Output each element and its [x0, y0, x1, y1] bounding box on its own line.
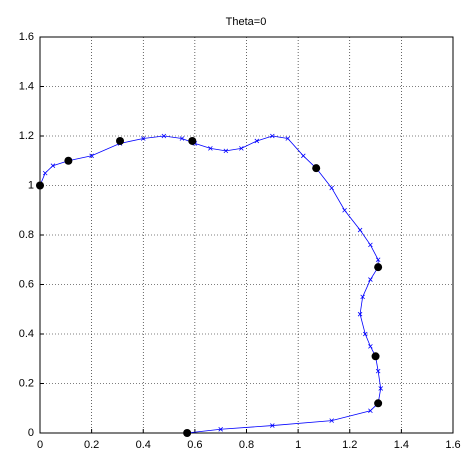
data-line	[39, 135, 382, 434]
x-tick-label: 0.2	[84, 439, 99, 451]
x-tick-label: 1.6	[445, 439, 460, 451]
x-tick-label: 0.4	[136, 439, 151, 451]
point-marker	[374, 399, 383, 408]
point-marker	[36, 181, 44, 190]
y-tick-label: 1.4	[19, 80, 34, 92]
point-marker	[362, 331, 368, 337]
point-marker	[375, 368, 381, 374]
point-marker	[183, 429, 192, 437]
point-marker	[371, 352, 380, 361]
point-marker	[239, 146, 244, 151]
y-tick-label: 1.2	[19, 130, 34, 142]
x-tick-label: 1.2	[342, 439, 357, 451]
plot-frame	[39, 36, 454, 434]
point-marker	[270, 423, 275, 428]
y-tick-label: 1	[28, 179, 34, 191]
point-marker	[360, 294, 365, 300]
point-marker	[64, 156, 73, 165]
x-tick-label: 0	[37, 439, 43, 451]
x-tick-label: 1.4	[394, 439, 409, 451]
point-marker	[368, 344, 373, 349]
point-marker	[329, 185, 334, 191]
point-marker	[50, 163, 56, 168]
point-marker	[342, 207, 347, 213]
point-marker	[116, 136, 125, 145]
point-marker	[285, 136, 291, 141]
point-marker	[254, 138, 260, 144]
y-tick-label: 0	[28, 427, 34, 439]
point-marker	[179, 136, 185, 141]
point-marker	[368, 242, 373, 248]
x-tick-label: 1	[295, 439, 301, 451]
point-marker	[208, 146, 213, 151]
point-marker	[374, 263, 383, 272]
y-tick-label: 0.4	[19, 328, 34, 340]
point-marker	[357, 311, 363, 317]
point-marker	[378, 386, 384, 391]
point-marker	[329, 418, 334, 423]
point-marker	[140, 136, 146, 141]
x-tick-label: 0.6	[187, 439, 202, 451]
point-marker	[89, 153, 94, 159]
y-tick-label: 0.8	[19, 229, 34, 241]
point-marker	[223, 148, 229, 154]
point-marker	[188, 136, 197, 145]
chart-title: Theta=0	[226, 16, 267, 28]
point-marker	[42, 170, 48, 176]
point-marker	[312, 164, 321, 173]
y-tick-label: 0.2	[19, 377, 34, 389]
x-tick-label: 0.8	[239, 439, 254, 451]
point-marker	[161, 133, 167, 139]
point-marker	[301, 153, 306, 159]
y-tick-label: 1.6	[19, 31, 34, 43]
point-marker	[218, 427, 223, 432]
y-tick-label: 0.6	[19, 278, 34, 290]
point-marker	[375, 257, 381, 263]
point-marker	[357, 227, 363, 233]
point-marker	[368, 277, 373, 282]
point-marker	[368, 408, 373, 414]
point-marker	[270, 133, 275, 139]
